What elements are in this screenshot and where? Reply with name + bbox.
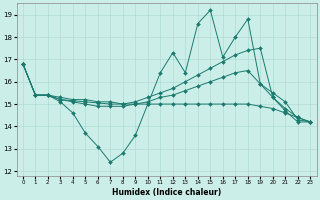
X-axis label: Humidex (Indice chaleur): Humidex (Indice chaleur) xyxy=(112,188,221,197)
